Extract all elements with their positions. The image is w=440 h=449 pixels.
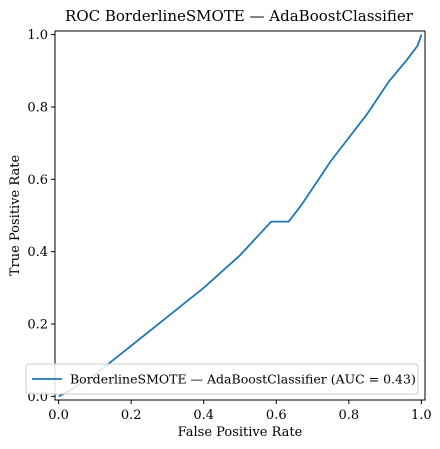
x-tick-label: 1.0 — [411, 408, 432, 423]
x-tick-label: 0.2 — [121, 408, 142, 423]
x-tick-label: 0.4 — [193, 408, 214, 423]
legend: BorderlineSMOTE — AdaBoostClassifier (AU… — [25, 363, 419, 395]
y-tick-label: 0.4 — [27, 245, 48, 260]
axes-frame — [54, 30, 426, 401]
y-axis: 0.00.20.40.60.81.0 — [27, 28, 55, 405]
y-tick-label: 0.6 — [27, 173, 48, 188]
x-tick-label: 0.6 — [266, 408, 287, 423]
series-lines — [58, 34, 423, 398]
plot-area: 0.0 0.2 0.4 0.6 0.8 1.0 0.0 0.2 0.4 0.6 0.8 1.0 — [27, 28, 431, 423]
x-axis-label: False Positive Rate — [178, 425, 303, 440]
y-tick-label: 0.2 — [27, 318, 48, 333]
y-axis-label: True Positive Rate — [8, 155, 23, 277]
y-tick-label: 0.8 — [27, 100, 48, 115]
x-tick-label: 0.8 — [338, 408, 359, 423]
roc-curve-line — [58, 34, 423, 398]
chart-title: ROC BorderlineSMOTE — AdaBoostClassifier — [65, 7, 414, 25]
x-tick-label: 0.0 — [48, 408, 69, 423]
x-axis: 0.0 0.2 0.4 0.6 0.8 1.0 — [48, 400, 432, 423]
y-tick-label: 1.0 — [27, 28, 48, 43]
legend-box — [25, 363, 419, 395]
legend-entry: BorderlineSMOTE — AdaBoostClassifier (AU… — [70, 372, 416, 387]
